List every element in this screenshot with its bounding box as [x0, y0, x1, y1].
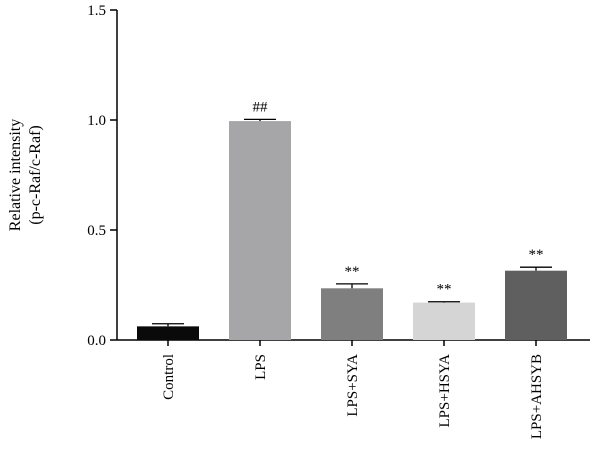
significance-label-4: ** — [529, 247, 544, 263]
bar-0 — [137, 326, 199, 340]
bars-group: Control ## LPS ** LPS+SYA ** LPS+HSYA ** LPS+AHS… — [137, 99, 567, 439]
y-tick-label: 1.5 — [87, 3, 106, 19]
x-tick-label-1: LPS — [253, 354, 269, 380]
x-tick-label-2: LPS+SYA — [345, 354, 361, 417]
y-tick-label: 0.5 — [87, 223, 106, 239]
y-axis-title-line-1: Relative intensity — [7, 119, 24, 231]
bar-3 — [413, 302, 475, 340]
x-tick-label-0: Control — [161, 354, 177, 400]
x-tick-label-4: LPS+AHSYB — [529, 354, 545, 439]
bar-4 — [505, 270, 567, 340]
x-tick-label-3: LPS+HSYA — [437, 354, 453, 428]
y-tick-label: 1.0 — [87, 113, 106, 129]
bar-1 — [229, 121, 291, 340]
y-axis-title-line-2: (p-c-Raf/c-Raf) — [27, 125, 44, 225]
y-tick-label: 0.0 — [87, 333, 106, 349]
significance-label-2: ** — [345, 264, 360, 280]
y-axis: 0.0 0.5 1.0 1.5 — [87, 3, 118, 349]
significance-label-1: ## — [253, 99, 269, 115]
bar-2 — [321, 288, 383, 340]
significance-label-3: ** — [437, 282, 452, 298]
